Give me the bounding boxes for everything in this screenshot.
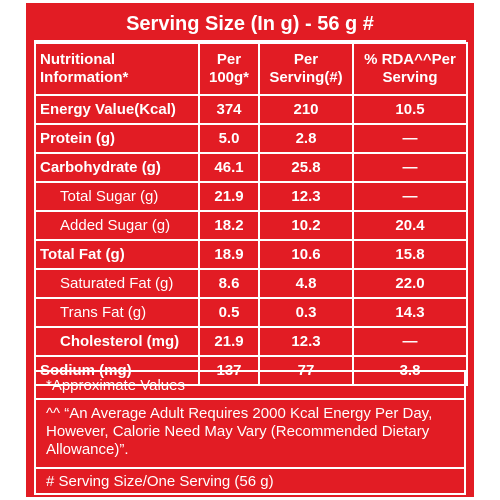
per-serving-value: 210: [258, 94, 354, 125]
row-label: Energy Value(Kcal): [34, 94, 200, 125]
rda-value: —: [352, 123, 468, 154]
row-label: Protein (g): [34, 123, 200, 154]
table-row: Total Sugar (g) 21.9 12.3 —: [34, 181, 468, 212]
rda-value: 10.5: [352, 94, 468, 125]
per-serving-value: 0.3: [258, 297, 354, 328]
table-row: Cholesterol (mg) 21.9 12.3 —: [34, 326, 468, 357]
row-label: Added Sugar (g): [34, 210, 200, 241]
per-serving-value: 4.8: [258, 268, 354, 299]
per-serving-value: 12.3: [258, 326, 354, 357]
per-100g-value: 8.6: [198, 268, 260, 299]
per-100g-value: 46.1: [198, 152, 260, 183]
per-100g-value: 18.9: [198, 239, 260, 270]
table-row: Added Sugar (g) 18.2 10.2 20.4: [34, 210, 468, 241]
header-nutritional-information: Nutritional Information*: [34, 42, 200, 96]
per-serving-value: 10.6: [258, 239, 354, 270]
header-per-100g: Per 100g*: [198, 42, 260, 96]
serving-size-title: Serving Size (In g) - 56 g #: [34, 8, 466, 42]
per-serving-value: 12.3: [258, 181, 354, 212]
table-row: Protein (g) 5.0 2.8 —: [34, 123, 468, 154]
row-label: Total Fat (g): [34, 239, 200, 270]
table-row: Saturated Fat (g) 8.6 4.8 22.0: [34, 268, 468, 299]
row-label: Total Sugar (g): [34, 181, 200, 212]
serving-size-footnote: # Serving Size/One Serving (56 g): [34, 467, 466, 495]
per-serving-value: 2.8: [258, 123, 354, 154]
rda-value: 15.8: [352, 239, 468, 270]
row-label: Saturated Fat (g): [34, 268, 200, 299]
row-label: Carbohydrate (g): [34, 152, 200, 183]
row-label: Trans Fat (g): [34, 297, 200, 328]
per-100g-value: 5.0: [198, 123, 260, 154]
header-rda-per-serving: % RDA^^Per Serving: [352, 42, 468, 96]
rda-value: 20.4: [352, 210, 468, 241]
rda-footnote: ^^ “An Average Adult Requires 2000 Kcal …: [34, 398, 466, 467]
approximate-values-note: *Approximate Values: [34, 370, 466, 398]
rda-value: 22.0: [352, 268, 468, 299]
row-label: Cholesterol (mg): [34, 326, 200, 357]
table-row: Energy Value(Kcal) 374 210 10.5: [34, 94, 468, 125]
rda-value: 14.3: [352, 297, 468, 328]
per-serving-value: 25.8: [258, 152, 354, 183]
per-serving-value: 10.2: [258, 210, 354, 241]
per-100g-value: 21.9: [198, 181, 260, 212]
rda-value: —: [352, 326, 468, 357]
rda-value: —: [352, 181, 468, 212]
header-per-serving: Per Serving(#): [258, 42, 354, 96]
per-100g-value: 18.2: [198, 210, 260, 241]
table-row: Total Fat (g) 18.9 10.6 15.8: [34, 239, 468, 270]
table-row: Carbohydrate (g) 46.1 25.8 —: [34, 152, 468, 183]
rda-value: —: [352, 152, 468, 183]
per-100g-value: 374: [198, 94, 260, 125]
table-header-row: Nutritional Information* Per 100g* Per S…: [34, 42, 468, 96]
per-100g-value: 0.5: [198, 297, 260, 328]
table-row: Trans Fat (g) 0.5 0.3 14.3: [34, 297, 468, 328]
per-100g-value: 21.9: [198, 326, 260, 357]
nutrition-table: Nutritional Information* Per 100g* Per S…: [34, 42, 468, 386]
